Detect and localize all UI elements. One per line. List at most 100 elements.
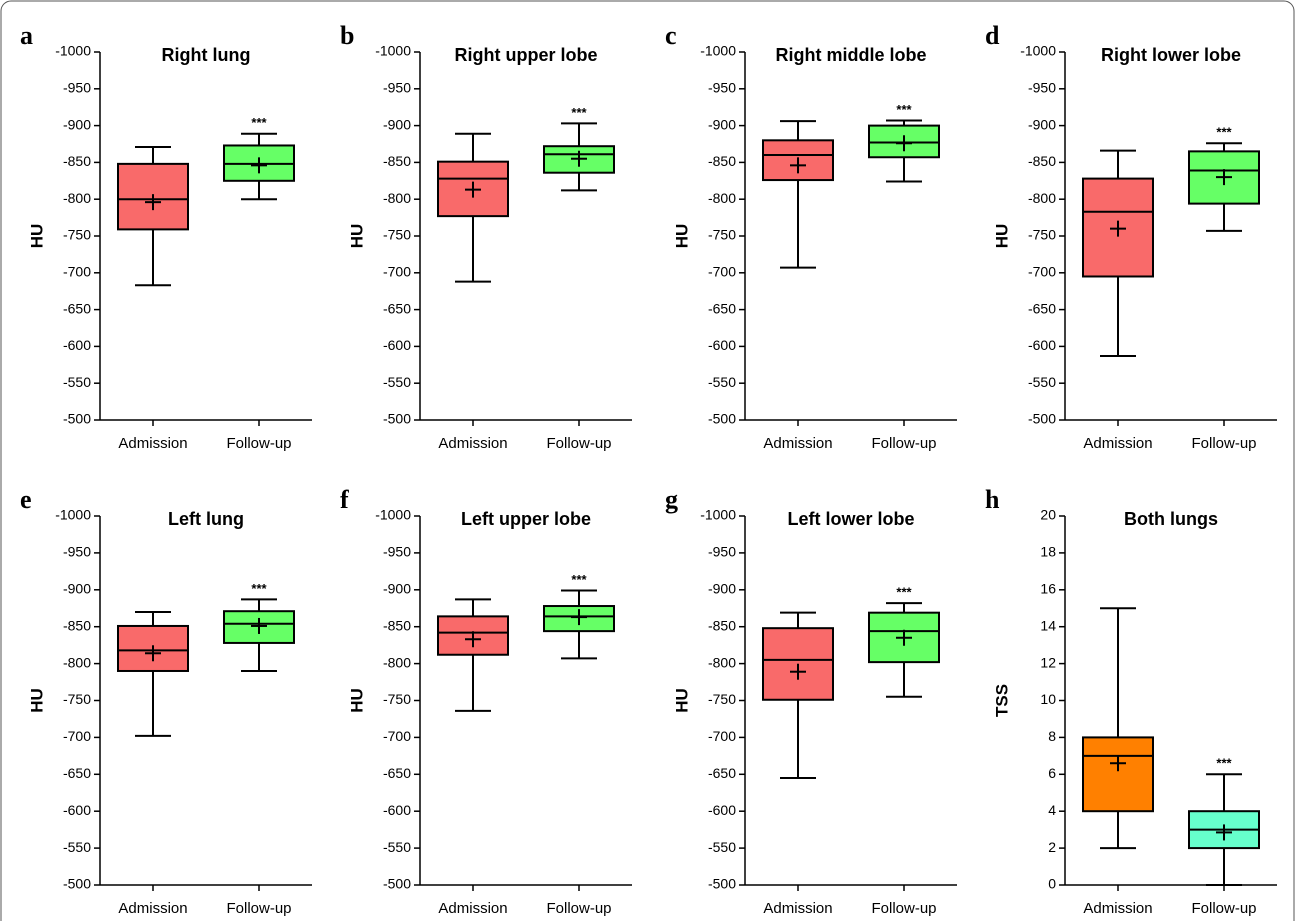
y-tick-label: -900 xyxy=(1028,116,1056,132)
y-tick-label: -600 xyxy=(383,802,411,818)
y-axis-label: HU xyxy=(347,224,366,249)
panel: a Right lung HU -1000 -950 -900 -850 -800 -750 -7… xyxy=(20,21,312,452)
y-tick-label: -950 xyxy=(63,80,91,96)
significance: *** xyxy=(571,105,587,120)
box xyxy=(1082,736,1154,813)
significance: *** xyxy=(251,581,267,596)
y-tick-label: 14 xyxy=(1040,617,1056,633)
mean-marker xyxy=(1216,169,1232,186)
x-tick-label: Admission xyxy=(438,435,507,452)
y-tick-label: -700 xyxy=(708,264,736,280)
mean-marker xyxy=(251,157,267,174)
box xyxy=(543,145,615,174)
x-tick-label: Admission xyxy=(118,900,187,917)
y-tick-label: -600 xyxy=(708,337,736,353)
y-tick-label: -700 xyxy=(1028,264,1056,280)
y-tick-label: 12 xyxy=(1040,654,1056,670)
significance: *** xyxy=(896,585,912,600)
y-tick-label: -900 xyxy=(383,581,411,597)
y-tick-label: -500 xyxy=(383,876,411,892)
panel-title: Left lower lobe xyxy=(787,509,914,529)
panel-title: Right upper lobe xyxy=(455,45,598,65)
significance: *** xyxy=(896,102,912,117)
y-tick-label: -800 xyxy=(63,654,91,670)
x-tick-label: Follow-up xyxy=(1191,900,1256,917)
significance: *** xyxy=(1216,756,1232,771)
y-tick-label: 6 xyxy=(1048,765,1056,781)
panel-letter: f xyxy=(340,485,349,514)
panel-title: Right lower lobe xyxy=(1101,45,1241,65)
significance: *** xyxy=(571,572,587,587)
mean-marker xyxy=(145,194,161,211)
x-tick-label: Admission xyxy=(438,900,507,917)
y-tick-label: 20 xyxy=(1040,507,1056,523)
y-tick-label: -1000 xyxy=(375,507,411,523)
panel: c Right middle lobe HU -1000 -950 -900 -850 -80… xyxy=(665,21,957,452)
y-tick-label: -600 xyxy=(708,802,736,818)
panel-title: Right middle lobe xyxy=(776,45,927,65)
panel: h Both lungs TSS 0 2 4 6 8 10 12 14 16 18 20 Admission… xyxy=(985,485,1277,917)
y-tick-label: -750 xyxy=(383,691,411,707)
panel-title: Right lung xyxy=(162,45,251,65)
panel-letter: g xyxy=(665,485,678,514)
y-tick-label: -850 xyxy=(1028,153,1056,169)
y-tick-label: -1000 xyxy=(55,43,91,59)
y-tick-label: -950 xyxy=(708,80,736,96)
x-tick-label: Admission xyxy=(118,435,187,452)
y-tick-label: -600 xyxy=(63,337,91,353)
y-tick-label: -1000 xyxy=(1020,43,1056,59)
y-tick-label: -650 xyxy=(63,300,91,316)
panel-letter: c xyxy=(665,21,677,50)
y-tick-label: -500 xyxy=(708,411,736,427)
y-axis-label: HU xyxy=(27,688,46,713)
y-tick-label: -900 xyxy=(708,581,736,597)
panel: g Left lower lobe HU -1000 -950 -900 -850 -800 -… xyxy=(665,485,957,917)
y-tick-label: -500 xyxy=(63,411,91,427)
y-tick-label: -850 xyxy=(708,617,736,633)
mean-marker xyxy=(1110,755,1126,772)
y-tick-label: -800 xyxy=(708,190,736,206)
y-tick-label: -1000 xyxy=(55,507,91,523)
mean-marker xyxy=(790,157,806,174)
y-tick-label: 4 xyxy=(1048,802,1056,818)
x-tick-label: Admission xyxy=(1083,900,1152,917)
y-tick-label: -950 xyxy=(383,80,411,96)
x-tick-label: Follow-up xyxy=(546,435,611,452)
x-tick-label: Follow-up xyxy=(546,900,611,917)
x-tick-label: Follow-up xyxy=(1191,435,1256,452)
y-tick-label: -650 xyxy=(63,765,91,781)
mean-marker xyxy=(571,609,587,626)
y-tick-label: -950 xyxy=(708,544,736,560)
x-tick-label: Follow-up xyxy=(226,900,291,917)
y-tick-label: 0 xyxy=(1048,876,1056,892)
y-tick-label: 18 xyxy=(1040,544,1056,560)
y-tick-label: -550 xyxy=(383,374,411,390)
y-tick-label: -650 xyxy=(383,765,411,781)
y-tick-label: -850 xyxy=(63,153,91,169)
y-tick-label: -550 xyxy=(708,839,736,855)
panel-title: Left lung xyxy=(168,509,244,529)
panel: e Left lung HU -1000 -950 -900 -850 -800 -750 -70… xyxy=(20,485,312,917)
mean-marker xyxy=(1216,824,1232,841)
y-tick-label: -650 xyxy=(1028,300,1056,316)
y-tick-label: 8 xyxy=(1048,728,1056,744)
y-axis-label: TSS xyxy=(992,684,1011,717)
panel-letter: a xyxy=(20,21,33,50)
y-tick-label: -850 xyxy=(383,153,411,169)
mean-marker xyxy=(251,617,267,634)
y-tick-label: -950 xyxy=(1028,80,1056,96)
mean-marker xyxy=(465,631,481,648)
panel-letter: e xyxy=(20,485,32,514)
y-tick-label: -900 xyxy=(63,116,91,132)
y-tick-label: -750 xyxy=(708,691,736,707)
y-tick-label: -600 xyxy=(63,802,91,818)
y-tick-label: -700 xyxy=(383,264,411,280)
y-tick-label: -850 xyxy=(708,153,736,169)
x-tick-label: Follow-up xyxy=(871,435,936,452)
y-tick-label: -600 xyxy=(383,337,411,353)
y-tick-label: 2 xyxy=(1048,839,1056,855)
y-tick-label: -650 xyxy=(708,765,736,781)
y-tick-label: -750 xyxy=(63,227,91,243)
panel-letter: b xyxy=(340,21,354,50)
